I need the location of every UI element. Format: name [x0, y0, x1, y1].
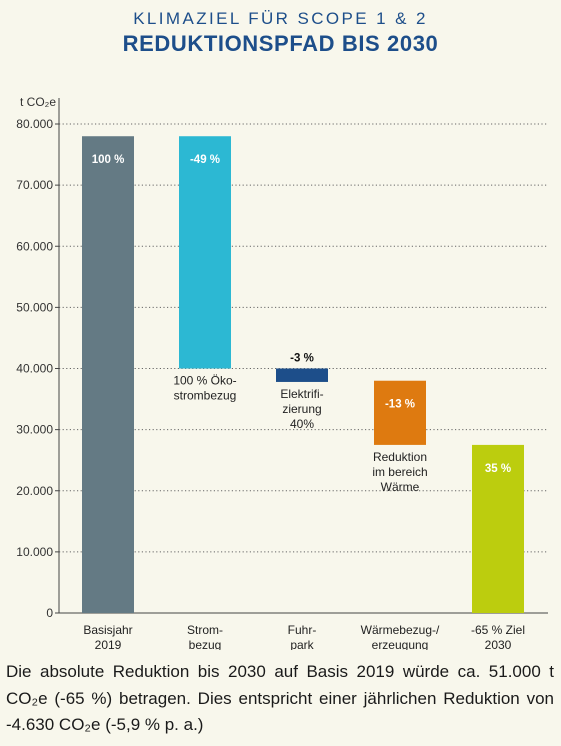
- y-tick-label: 0: [46, 606, 53, 620]
- bar: [276, 368, 328, 382]
- bar: [82, 136, 134, 613]
- footnote-line-2: CO₂e (-65 %) betragen. Dies entspricht e…: [6, 688, 554, 708]
- x-category-label: -65 % Ziel: [471, 623, 525, 637]
- bar: [374, 380, 426, 445]
- y-axis-unit-label: t CO₂e: [20, 95, 56, 109]
- bar-annotation: Reduktion: [373, 450, 427, 464]
- bar-annotation: zierung: [282, 402, 321, 416]
- bar-annotation: Elektrifi-: [280, 387, 323, 401]
- bar-value-label: -49 %: [190, 154, 220, 166]
- bar-annotation: im bereich: [372, 465, 427, 479]
- bar-annotation: Wärme: [381, 480, 420, 494]
- x-category-label: 2030: [485, 638, 512, 650]
- y-tick-label: 60.000: [16, 239, 53, 253]
- y-tick-label: 30.000: [16, 423, 53, 437]
- bar-value-label: -3 %: [290, 353, 314, 365]
- y-tick-label: 50.000: [16, 300, 53, 314]
- y-tick-label: 20.000: [16, 484, 53, 498]
- x-category-label: Strom-: [187, 623, 223, 637]
- x-category-label: park: [290, 638, 314, 650]
- x-category-label: erzeugung: [372, 638, 429, 650]
- x-category-label: bezug: [189, 638, 222, 650]
- y-tick-label: 70.000: [16, 178, 53, 192]
- x-category-label: Wärmebezug-/: [361, 623, 440, 637]
- bar-annotation: 100 % Öko-: [173, 374, 236, 388]
- bar: [472, 444, 524, 613]
- y-tick-label: 40.000: [16, 362, 53, 376]
- bar: [179, 136, 231, 369]
- bar-annotation: 40%: [290, 417, 314, 431]
- y-tick-label: 10.000: [16, 545, 53, 559]
- chart-subtitle: KLIMAZIEL FÜR SCOPE 1 & 2: [133, 9, 428, 28]
- footnote-line-3: -4.630 CO₂e (-5,9 % p. a.): [6, 715, 204, 734]
- chart-title: REDUKTIONSPFAD BIS 2030: [122, 31, 439, 56]
- bar-value-label: 100 %: [92, 154, 125, 166]
- bar-value-label: -13 %: [385, 399, 415, 411]
- x-category-label: Fuhr-: [288, 623, 317, 637]
- y-tick-label: 80.000: [16, 117, 53, 131]
- chart-footnote: Die absolute Reduktion bis 2030 auf Basi…: [6, 659, 554, 739]
- waterfall-chart: 0 10.000 20.000 30.000 40.000 50.000 60.000 70.…: [16, 95, 548, 650]
- bar-value-label: 35 %: [485, 463, 511, 475]
- x-category-label: Basisjahr: [83, 623, 132, 637]
- bar-annotation: strombezug: [174, 389, 237, 403]
- footnote-line-1: Die absolute Reduktion bis 2030 auf Basi…: [6, 662, 554, 681]
- x-category-label: 2019: [95, 638, 122, 650]
